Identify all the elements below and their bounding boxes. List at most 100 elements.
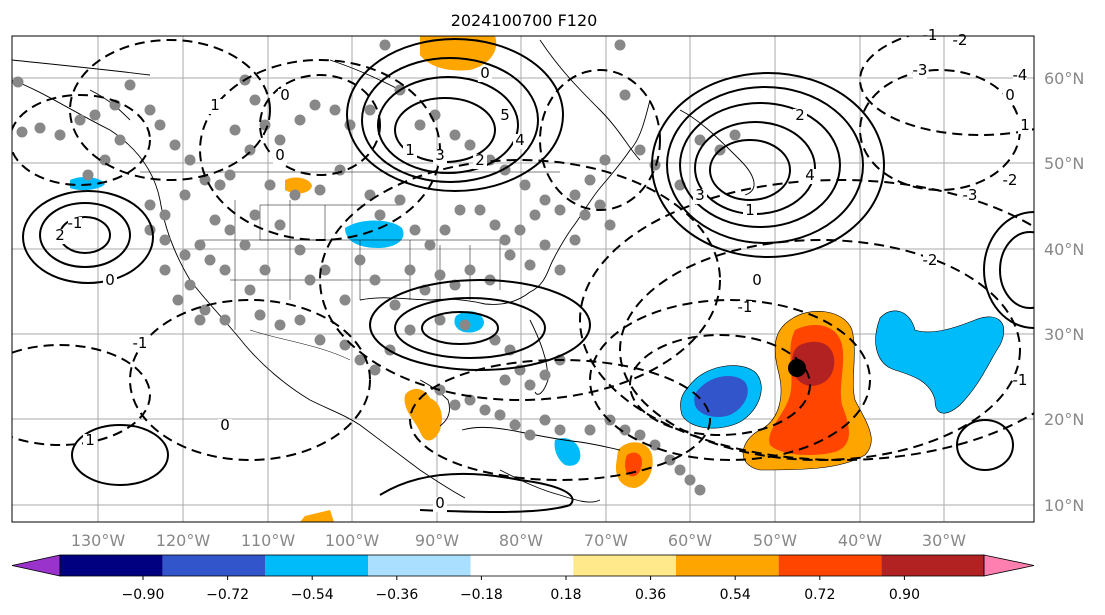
station-dot: [369, 274, 381, 286]
station-dot: [274, 134, 286, 146]
contour-north-high-2: [377, 76, 519, 174]
station-dot: [524, 429, 536, 441]
contour-dashed-13: [579, 179, 1034, 461]
station-dot: [54, 129, 66, 141]
station-dot: [684, 474, 696, 486]
station-dot: [74, 114, 86, 126]
station-dot: [434, 314, 446, 326]
colorbar-tick-label: −0.90: [122, 587, 165, 603]
station-dot: [434, 269, 446, 281]
station-dot: [584, 424, 596, 436]
lat-label: 10°N: [1044, 496, 1084, 515]
contour-atlantic-high-3: [679, 102, 841, 228]
contour-label-bg: [218, 419, 232, 434]
contour-label: 1: [210, 96, 220, 114]
lon-label: 50°W: [753, 531, 797, 550]
contour-gulf-high-1: [421, 311, 499, 345]
station-dot: [82, 169, 94, 181]
station-dot: [509, 419, 521, 431]
station-dot: [224, 169, 236, 181]
station-dot: [354, 254, 366, 266]
contour-label-bg: [963, 189, 977, 204]
contour-atlantic-high-1: [709, 139, 791, 201]
contour-label-bg: [433, 149, 447, 164]
station-dot: [214, 179, 226, 191]
observation-points: [12, 39, 741, 496]
station-dot: [474, 204, 486, 216]
station-dot: [404, 324, 416, 336]
contour-label: 0: [280, 86, 290, 104]
colorbar-labels: −0.90 −0.72 −0.54 −0.36 −0.18 0.18 0.36 0.54 0.7…: [122, 576, 920, 603]
contour-label: 3: [435, 146, 445, 164]
station-dot: [674, 464, 686, 476]
colorbar-tick-label: −0.72: [206, 587, 249, 603]
colorbar-tick-label: 0.90: [889, 587, 920, 603]
contour-dashed-11: [589, 299, 871, 461]
contour-label-bg: [68, 217, 82, 232]
station-dot: [229, 124, 241, 136]
colorbar-segment: [470, 555, 574, 576]
station-dot: [539, 414, 551, 426]
contour-label-bg: [208, 99, 222, 114]
negative-anomaly-east: [875, 310, 1005, 414]
contour-label-bg: [513, 134, 527, 149]
station-dot: [569, 189, 581, 201]
station-dot: [729, 129, 741, 141]
station-dot: [179, 189, 191, 201]
station-dot: [504, 249, 516, 261]
contour-label-bg: [433, 497, 447, 512]
contour-label: -1: [738, 298, 753, 316]
negative-anomaly-atlantic-core: [694, 376, 748, 417]
contour-label: 0: [1005, 86, 1015, 104]
station-dot: [554, 204, 566, 216]
station-dot: [489, 219, 501, 231]
station-dot: [619, 424, 631, 436]
station-dot: [524, 259, 536, 271]
station-dot: [309, 99, 321, 111]
station-dot: [499, 374, 511, 386]
station-dot: [569, 234, 581, 246]
station-dot: [219, 314, 231, 326]
colorbar-segment: [60, 555, 163, 576]
station-dot: [16, 126, 28, 138]
contour-label: 1: [85, 431, 95, 449]
station-dot: [99, 154, 111, 166]
contour-label-bg: [953, 34, 967, 49]
latitude-labels: 60°N 50°N 40°N 30°N 20°N 10°N: [1044, 69, 1084, 515]
colorbar-tick-label: −0.18: [460, 587, 503, 603]
station-dot: [339, 294, 351, 306]
station-dot: [494, 409, 506, 421]
contour-east-high-1: [999, 231, 1034, 309]
contour-north-high-3: [361, 57, 539, 183]
station-dot: [194, 239, 206, 251]
station-dot: [289, 189, 301, 201]
contour-label-bg: [498, 109, 512, 124]
colorbar-tick-label: 0.18: [550, 587, 581, 603]
station-dot: [404, 264, 416, 276]
contour-dashed-1: [259, 74, 381, 176]
contour-label-bg: [1013, 374, 1027, 389]
colorbar-tick-label: 0.54: [720, 587, 751, 603]
station-dot: [369, 364, 381, 376]
map-title: 2024100700 F120: [451, 11, 598, 30]
station-dot: [124, 79, 136, 91]
contour-label-bg: [473, 154, 487, 169]
colorbar-extend-min: [11, 554, 61, 577]
station-dot: [584, 174, 596, 186]
contour-label: 0: [220, 416, 230, 434]
contour-label: 0: [752, 271, 762, 289]
station-dot: [329, 104, 341, 116]
positive-anomaly-plains: [285, 177, 312, 194]
station-dot: [249, 94, 261, 106]
lon-label: 40°W: [838, 531, 882, 550]
contour-label: -2: [923, 251, 938, 269]
station-dot: [294, 114, 306, 126]
station-dot: [614, 39, 626, 51]
station-dot: [529, 209, 541, 221]
contour-label: 2: [475, 151, 485, 169]
negative-anomaly-cuba: [554, 438, 581, 466]
colorbar: [11, 554, 1035, 577]
positive-anomaly-mexico-small: [300, 510, 334, 522]
station-dot: [249, 209, 261, 221]
colorbar-segment: [573, 555, 676, 576]
